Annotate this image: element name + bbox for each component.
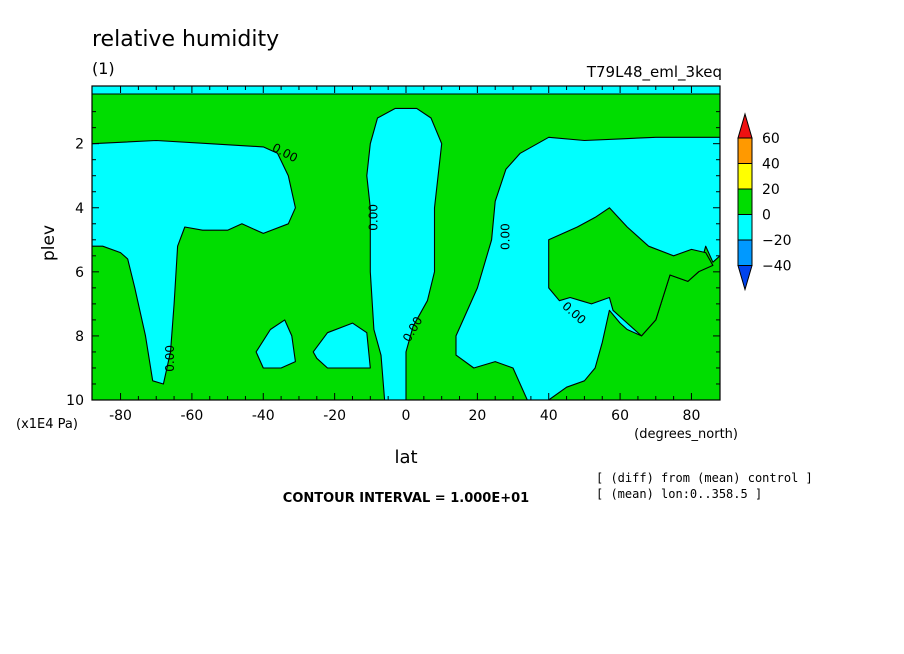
positive-region-north-inset (548, 207, 714, 337)
chart-title: relative humidity (92, 27, 279, 52)
colorbar-level-label: −40 (762, 259, 792, 275)
x-tick-label: -60 (180, 408, 203, 424)
colorbar-level-label: 20 (762, 182, 780, 198)
contour-label: 0.00 (498, 223, 512, 250)
x-tick-label: -20 (323, 408, 346, 424)
x-tick-label: 0 (402, 408, 411, 424)
y-tick-label: 2 (75, 137, 84, 153)
chart-subtitle: (1) (92, 59, 115, 78)
y-tick-label: 6 (75, 265, 84, 281)
colorbar-top-extension (737, 112, 753, 139)
x-tick-label: -80 (109, 408, 132, 424)
x-tick-label: 40 (540, 408, 558, 424)
experiment-label: T79L48_eml_3keq (586, 63, 722, 82)
colorbar-level-label: 0 (762, 208, 771, 224)
x-tick-labels: -80 -60 -40 -20 0 20 40 60 80 (109, 408, 700, 424)
y-axis-label: plev (39, 225, 59, 261)
contour-label: 0.00 (163, 345, 177, 372)
colorbar-level-label: 40 (762, 157, 780, 173)
note-diff: [ (diff) from (mean) control ] (596, 471, 813, 485)
y-tick-labels: 2 4 6 8 10 (66, 137, 84, 409)
y-tick-label: 8 (75, 329, 84, 345)
northern-green-inset (548, 207, 714, 337)
colorbar-labels: 60 40 20 0 −20 −40 (762, 131, 792, 275)
plot-area (92, 86, 720, 400)
x-tick-label: 20 (468, 408, 486, 424)
x-axis-label: lat (394, 447, 417, 468)
colorbar-segment (737, 163, 753, 190)
note-mean: [ (mean) lon:0..358.5 ] (596, 487, 762, 501)
y-axis-units: (x1E4 Pa) (16, 417, 78, 432)
x-tick-label: 60 (611, 408, 629, 424)
x-tick-label: 80 (683, 408, 701, 424)
colorbar-segment (737, 214, 753, 241)
colorbar-level-label: −20 (762, 233, 792, 249)
negative-region-southern-blob-a (255, 319, 296, 369)
axis-ticks (92, 86, 720, 401)
colorbar-segment (737, 239, 753, 266)
contour-interval-text: CONTOUR INTERVAL = 1.000E+01 (283, 491, 529, 506)
negative-region-southern-blob-b (312, 322, 371, 369)
colorbar (737, 112, 753, 292)
colorbar-segment (737, 188, 753, 215)
contour-label: 0.00 (366, 204, 380, 231)
x-axis-units: (degrees_north) (634, 427, 738, 442)
colorbar-bottom-extension (737, 265, 753, 292)
colorbar-level-label: 60 (762, 131, 780, 147)
x-tick-label: -40 (252, 408, 275, 424)
y-tick-label: 10 (66, 393, 84, 409)
y-tick-label: 4 (75, 201, 84, 217)
negative-region-southern-upper (92, 139, 296, 385)
negative-region-equatorial-column (366, 107, 443, 400)
colorbar-segment (737, 137, 753, 164)
